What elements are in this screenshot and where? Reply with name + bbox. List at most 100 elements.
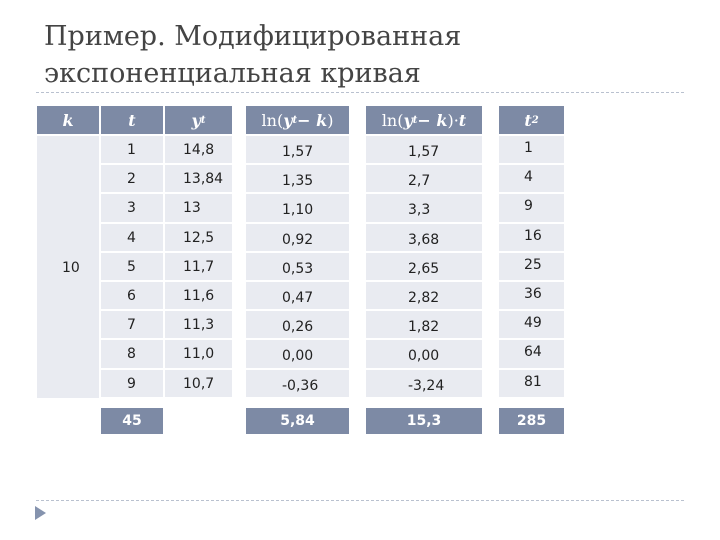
- cell-value: 6: [127, 288, 136, 304]
- table-cell-t: 9: [101, 369, 163, 399]
- table-cell-yt: 11,6: [165, 282, 232, 312]
- cell-value: -0,36: [282, 377, 319, 394]
- table-cell-ln: 0,47: [246, 282, 349, 312]
- table-cell-t: 1: [101, 136, 163, 166]
- table-cell-t: 4: [101, 223, 163, 253]
- table-cell-t: 6: [101, 282, 163, 312]
- cell-value: 1,10: [282, 202, 314, 219]
- cell-value: 2,82: [408, 290, 440, 306]
- cell-value: 11,6: [183, 288, 215, 304]
- cell-value: 3,68: [408, 231, 440, 248]
- header-t: t: [101, 106, 163, 134]
- cell-value: 3: [127, 200, 136, 217]
- table-cell-t: 8: [101, 340, 163, 370]
- cell-value: 9: [127, 375, 136, 392]
- table-cell-lnt: 1,82: [366, 311, 482, 341]
- k-column-block: 10: [37, 136, 99, 398]
- cell-value: 8: [127, 346, 136, 363]
- cell-value: 2,7: [408, 173, 431, 190]
- cell-value: 64: [524, 344, 542, 361]
- table-cell-t: 3: [101, 194, 163, 224]
- cell-value: 13: [183, 200, 201, 217]
- cell-value: 1: [524, 140, 533, 156]
- total-t: 45: [101, 408, 163, 434]
- cell-value: 1,57: [408, 144, 440, 160]
- cell-value: 81: [524, 373, 542, 390]
- total-t-squared: 285: [499, 408, 564, 434]
- table-cell-yt: 12,5: [165, 223, 232, 253]
- bullet-triangle-icon: [35, 506, 46, 520]
- table-cell-lnt: 3,68: [366, 223, 482, 253]
- cell-value: 0,26: [282, 319, 314, 336]
- table-cell-lnt: 2,82: [366, 282, 482, 312]
- cell-value: 1,35: [282, 173, 314, 190]
- table-cell-t: 5: [101, 252, 163, 282]
- cell-value: 13,84: [183, 171, 224, 188]
- table-cell-yt: 11,0: [165, 340, 232, 370]
- table-cell-yt: 13: [165, 194, 232, 224]
- table-cell-lnt: 2,7: [366, 165, 482, 195]
- cell-value: 1,82: [408, 319, 440, 336]
- table-cell-lnt: 2,65: [366, 252, 482, 282]
- table-cell-lnt: 0,00: [366, 340, 482, 370]
- table-cell-ln: 1,57: [246, 136, 349, 166]
- table-cell-ln: 0,92: [246, 223, 349, 253]
- cell-value: 11,0: [183, 346, 215, 363]
- table-cell-ln: 0,53: [246, 252, 349, 282]
- cell-value: 14,8: [183, 142, 215, 158]
- table-cell-ln: 1,10: [246, 194, 349, 224]
- table-cell-lnt: 3,3: [366, 194, 482, 224]
- header-ln-times-t: ln(y t − k)· t: [366, 106, 482, 134]
- table-cell-ln: 0,00: [246, 340, 349, 370]
- table-cell-t2: 4: [499, 165, 564, 195]
- cell-value: 11,3: [183, 317, 215, 334]
- header-ln-yt-minus-k: ln(y t − k): [246, 106, 349, 134]
- title-line-2: экспоненциальная кривая: [44, 58, 421, 89]
- table-cell-t2: 9: [499, 194, 564, 224]
- table-cell-t2: 64: [499, 340, 564, 370]
- table-cell-ln: 1,35: [246, 165, 349, 195]
- cell-value: 9: [524, 198, 533, 215]
- table-cell-t2: 36: [499, 282, 564, 312]
- table-cell-lnt: 1,57: [366, 136, 482, 166]
- cell-value: 1,57: [282, 144, 314, 160]
- top-divider: [36, 92, 684, 93]
- table-cell-ln: 0,26: [246, 311, 349, 341]
- cell-value: 12,5: [183, 229, 215, 246]
- cell-value: 10,7: [183, 375, 215, 392]
- cell-value: 0,92: [282, 231, 314, 248]
- slide-title: Пример. Модифицированная экспоненциальна…: [44, 18, 684, 92]
- table-cell-t2: 81: [499, 369, 564, 399]
- cell-value: 0,00: [408, 348, 440, 365]
- cell-value: 16: [524, 227, 542, 244]
- table-cell-lnt: -3,24: [366, 369, 482, 399]
- header-k: k: [37, 106, 99, 134]
- cell-value: 2: [127, 171, 136, 188]
- total-ln-t: 15,3: [366, 408, 482, 434]
- cell-value: 5: [127, 258, 136, 275]
- total-ln: 5,84: [246, 408, 349, 434]
- cell-value: 4: [524, 169, 533, 186]
- cell-value: 2,65: [408, 260, 440, 277]
- table-cell-yt: 11,7: [165, 252, 232, 282]
- k-value: 10: [62, 260, 80, 276]
- table-cell-ln: -0,36: [246, 369, 349, 399]
- cell-value: 3,3: [408, 202, 431, 219]
- cell-value: 1: [127, 142, 136, 158]
- cell-value: 49: [524, 315, 542, 332]
- bottom-divider: [36, 500, 684, 501]
- cell-value: 4: [127, 229, 136, 246]
- table-cell-t: 7: [101, 311, 163, 341]
- cell-value: 36: [524, 286, 542, 302]
- table-cell-t2: 25: [499, 252, 564, 282]
- cell-value: 11,7: [183, 258, 215, 275]
- cell-value: 0,53: [282, 260, 314, 277]
- table-cell-yt: 11,3: [165, 311, 232, 341]
- cell-value: 0,00: [282, 348, 314, 365]
- cell-value: 7: [127, 317, 136, 334]
- table-cell-yt: 13,84: [165, 165, 232, 195]
- cell-value: 0,47: [282, 290, 314, 306]
- table-cell-t2: 1: [499, 136, 564, 166]
